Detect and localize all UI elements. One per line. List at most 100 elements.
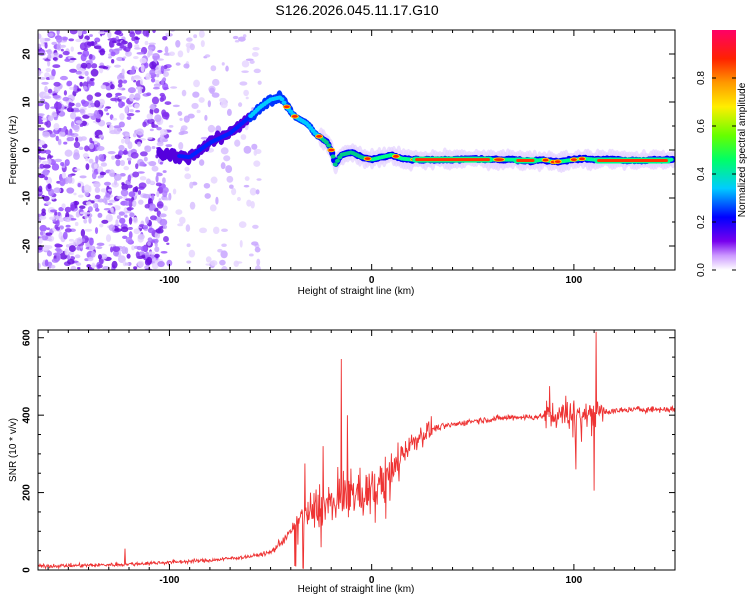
snr-y-tick-label: 0 xyxy=(22,567,33,573)
noise-speckle xyxy=(204,54,211,58)
noise-speckle xyxy=(134,186,139,192)
noise-speckle xyxy=(44,58,51,62)
noise-speckle xyxy=(135,86,144,90)
noise-speckle xyxy=(46,250,52,257)
noise-speckle xyxy=(207,100,211,108)
noise-speckle xyxy=(180,125,188,131)
noise-speckle xyxy=(97,31,106,35)
noise-speckle xyxy=(43,164,51,169)
noise-speckle xyxy=(60,48,64,52)
noise-speckle xyxy=(253,160,261,167)
noise-speckle xyxy=(67,176,73,184)
noise-speckle xyxy=(100,253,108,260)
noise-speckle xyxy=(129,108,134,113)
noise-speckle xyxy=(43,95,52,100)
noise-speckle xyxy=(95,155,99,164)
colorbar-tick-label: 0.6 xyxy=(696,119,707,133)
spectrogram-y-tick-label: 20 xyxy=(22,48,33,60)
noise-speckle xyxy=(186,45,190,54)
noise-speckle xyxy=(123,46,131,52)
snr-x-tick-label: 0 xyxy=(369,575,375,586)
noise-speckle xyxy=(159,92,165,97)
noise-speckle xyxy=(38,191,43,195)
noise-speckle xyxy=(62,96,70,102)
noise-speckle xyxy=(139,57,147,64)
noise-speckle xyxy=(44,176,48,181)
noise-speckle xyxy=(220,250,228,259)
noise-speckle xyxy=(127,207,132,212)
noise-speckle xyxy=(198,30,205,38)
noise-speckle xyxy=(120,138,125,144)
noise-speckle xyxy=(67,258,75,265)
noise-speckle xyxy=(69,30,78,35)
noise-speckle xyxy=(162,177,166,184)
noise-speckle xyxy=(44,72,50,79)
noise-speckle xyxy=(151,96,160,105)
noise-speckle xyxy=(42,195,50,202)
noise-speckle xyxy=(68,101,73,110)
noise-speckle xyxy=(79,211,85,215)
noise-speckle xyxy=(189,181,194,189)
noise-speckle xyxy=(57,138,62,145)
noise-speckle xyxy=(127,141,133,150)
snr-x-tick-label: 100 xyxy=(566,575,583,586)
noise-speckle xyxy=(81,30,87,35)
noise-speckle xyxy=(96,242,105,246)
noise-speckle xyxy=(192,91,200,98)
noise-speckle xyxy=(101,219,109,224)
noise-speckle xyxy=(84,70,89,77)
noise-speckle xyxy=(162,205,168,212)
noise-speckle xyxy=(100,162,108,167)
noise-speckle xyxy=(62,231,68,240)
noise-speckle xyxy=(55,135,59,142)
noise-speckle xyxy=(152,53,159,57)
noise-speckle xyxy=(116,56,124,62)
noise-speckle xyxy=(191,102,199,109)
noise-speckle xyxy=(53,123,60,131)
noise-speckle xyxy=(172,188,177,195)
noise-speckle xyxy=(49,133,57,138)
noise-speckle xyxy=(219,259,226,266)
noise-speckle xyxy=(164,101,172,105)
noise-speckle xyxy=(122,149,128,155)
noise-speckle xyxy=(132,217,139,224)
noise-speckle xyxy=(102,198,107,204)
noise-speckle xyxy=(55,226,60,231)
noise-speckle xyxy=(142,193,151,199)
ridge-center xyxy=(332,162,338,167)
noise-speckle xyxy=(131,245,135,251)
noise-speckle xyxy=(128,199,133,208)
noise-speckle xyxy=(87,256,94,262)
colorbar-gradient xyxy=(712,30,736,270)
noise-speckle xyxy=(97,198,104,203)
spectrogram-x-tick-label: 0 xyxy=(369,275,375,286)
noise-speckle xyxy=(180,130,189,135)
noise-speckle xyxy=(47,60,51,67)
noise-speckle xyxy=(52,57,58,61)
noise-speckle xyxy=(86,264,91,268)
noise-speckle xyxy=(132,200,137,208)
noise-speckle xyxy=(38,173,46,179)
noise-speckle xyxy=(254,265,261,270)
noise-speckle xyxy=(53,81,61,87)
noise-speckle xyxy=(133,228,141,235)
noise-speckle xyxy=(97,212,103,218)
noise-speckle xyxy=(226,175,234,183)
colorbar: 0.0 0.2 0.4 0.6 0.8 Normalized spectral ampl… xyxy=(696,30,748,277)
noise-speckle xyxy=(200,136,209,140)
noise-speckle xyxy=(126,157,132,161)
noise-speckle xyxy=(189,43,195,51)
noise-speckle xyxy=(51,68,56,77)
noise-speckle xyxy=(142,224,149,230)
noise-speckle xyxy=(110,84,115,90)
noise-speckle xyxy=(181,89,187,97)
noise-speckle xyxy=(87,113,94,117)
noise-speckle xyxy=(124,199,130,206)
noise-speckle xyxy=(73,84,77,92)
noise-speckle xyxy=(41,211,47,217)
noise-speckle xyxy=(235,261,243,264)
noise-speckle xyxy=(221,62,225,66)
noise-speckle xyxy=(239,81,248,86)
noise-speckle xyxy=(136,245,142,251)
noise-speckle xyxy=(45,120,52,128)
